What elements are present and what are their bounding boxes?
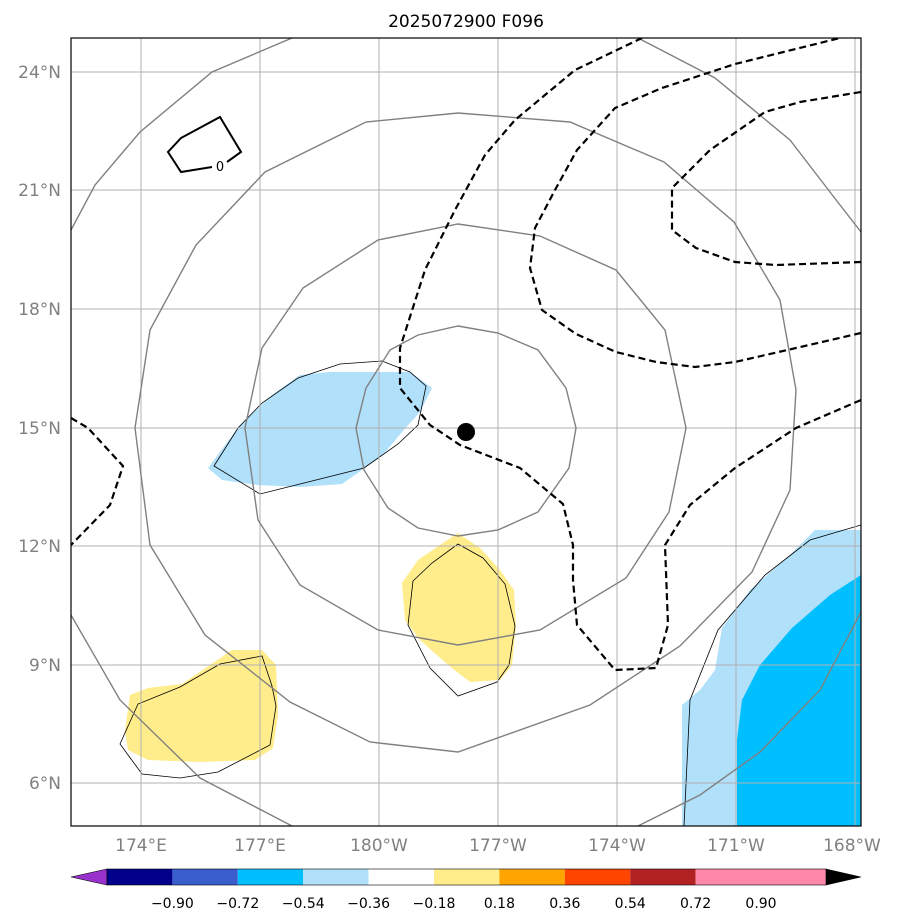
colorbar-segment: [434, 869, 500, 885]
lon-label: 168°W: [823, 836, 881, 856]
yellow-region-southwest: [125, 650, 278, 762]
colorbar-tick-label: −0.72: [216, 896, 259, 912]
region-outlines: [119, 360, 861, 826]
lat-label: 12°N: [18, 537, 61, 557]
colorbar-segment: [630, 869, 696, 885]
colorbar-tick-label: 0.36: [549, 896, 580, 912]
gray-contours: [71, 38, 861, 826]
center-marker-dot: [457, 423, 475, 441]
lat-label: 6°N: [29, 774, 61, 794]
light-blue-region-left: [208, 372, 432, 487]
colorbar-segment: [237, 869, 304, 885]
blue-region-southeast: [737, 575, 861, 826]
contour-label: 0: [216, 160, 224, 175]
latitude-labels: 24°N 21°N 18°N 15°N 12°N 9°N 6°N: [18, 63, 61, 794]
colorbar-tick-labels: −0.90 −0.72 −0.54 −0.36 −0.18 0.18 0.36 …: [151, 896, 777, 912]
lon-label: 177°W: [469, 836, 527, 856]
colorbar-min-extension: [70, 868, 108, 886]
dashed-contours: [71, 38, 861, 672]
colorbar-frame: [106, 868, 827, 886]
colorbar-segment: [564, 869, 631, 885]
lon-label: 174°E: [115, 836, 167, 856]
colorbar-tick-label: 0.18: [484, 896, 515, 912]
colorbar-segment: [368, 869, 434, 885]
colorbar-segment: [303, 869, 369, 885]
lon-label: 180°W: [350, 836, 408, 856]
colorbar: −0.90 −0.72 −0.54 −0.36 −0.18 0.18 0.36 …: [70, 868, 862, 912]
colorbar-tick-label: 0.54: [615, 896, 646, 912]
map-frame: [70, 37, 862, 827]
lon-label: 171°W: [707, 836, 765, 856]
lat-label: 15°N: [18, 419, 61, 439]
lat-label: 9°N: [29, 656, 61, 676]
zero-contour: [166, 115, 243, 174]
colorbar-tick-label: −0.18: [413, 896, 456, 912]
lat-label: 18°N: [18, 300, 61, 320]
colorbar-segment: [107, 869, 173, 885]
colorbar-segment: [499, 869, 565, 885]
lat-label: 24°N: [18, 63, 61, 83]
colorbar-tick-label: 0.72: [680, 896, 711, 912]
yellow-region-center: [402, 533, 516, 682]
lon-label: 174°W: [588, 836, 646, 856]
colorbar-segment: [695, 869, 761, 885]
colorbar-tick-label: −0.54: [282, 896, 325, 912]
lat-label: 21°N: [18, 181, 61, 201]
longitude-labels: 174°E 177°E 180°W 177°W 174°W 171°W 168°…: [115, 836, 881, 856]
colorbar-max-extension: [825, 868, 862, 886]
colorbar-segment: [172, 869, 238, 885]
colorbar-pink-segment: [761, 869, 826, 885]
colorbar-tick-label: 0.90: [745, 896, 776, 912]
map-title: 2025072900 F096: [388, 12, 544, 32]
colorbar-tick-label: −0.90: [151, 896, 194, 912]
lon-label: 177°E: [234, 836, 286, 856]
colorbar-tick-label: −0.36: [347, 896, 390, 912]
map-plot-area: 0: [71, 38, 861, 826]
